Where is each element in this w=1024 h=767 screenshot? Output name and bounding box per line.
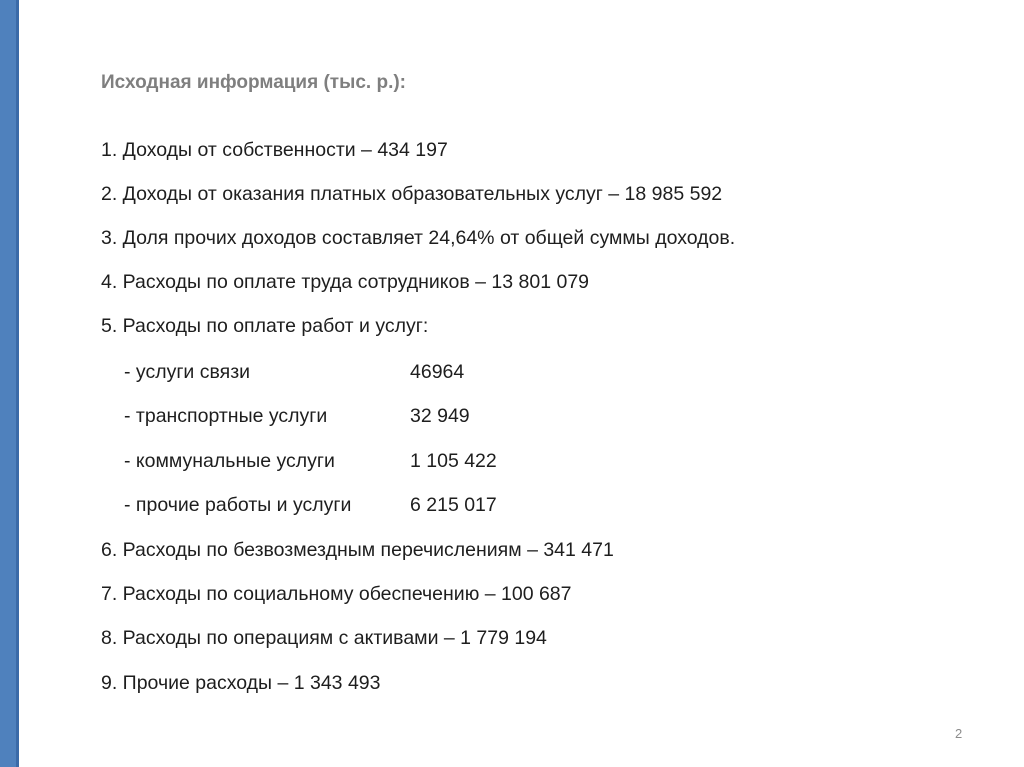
list-item: 6. Расходы по безвозмездным перечисления…	[101, 539, 614, 561]
subitem-label: - транспортные услуги	[124, 405, 328, 427]
list-item: 3. Доля прочих доходов составляет 24,64%…	[101, 227, 736, 249]
list-item: 8. Расходы по операциям с активами – 1 7…	[101, 627, 547, 649]
slide-title: Исходная информация (тыс. р.):	[101, 72, 407, 93]
list-item: 4. Расходы по оплате труда сотрудников –…	[101, 271, 590, 293]
subitem-label: - коммунальные услуги	[124, 450, 335, 472]
accent-bar	[0, 0, 19, 767]
list-item: 5. Расходы по оплате работ и услуг:	[101, 315, 429, 337]
subitem-label: - прочие работы и услуги	[124, 494, 352, 516]
subitem-value: 32 949	[410, 405, 470, 427]
subitem-value: 46964	[410, 361, 465, 383]
list-item: 2. Доходы от оказания платных образовате…	[101, 183, 723, 205]
list-item: 9. Прочие расходы – 1 343 493	[101, 672, 381, 694]
subitem-value: 6 215 017	[410, 494, 497, 516]
list-item: 1. Доходы от собственности – 434 197	[101, 139, 448, 161]
list-item: 7. Расходы по социальному обеспечению – …	[101, 583, 572, 605]
subitem-value: 1 105 422	[410, 450, 497, 472]
subitem-label: - услуги связи	[124, 361, 251, 383]
page-number: 2	[955, 726, 963, 741]
